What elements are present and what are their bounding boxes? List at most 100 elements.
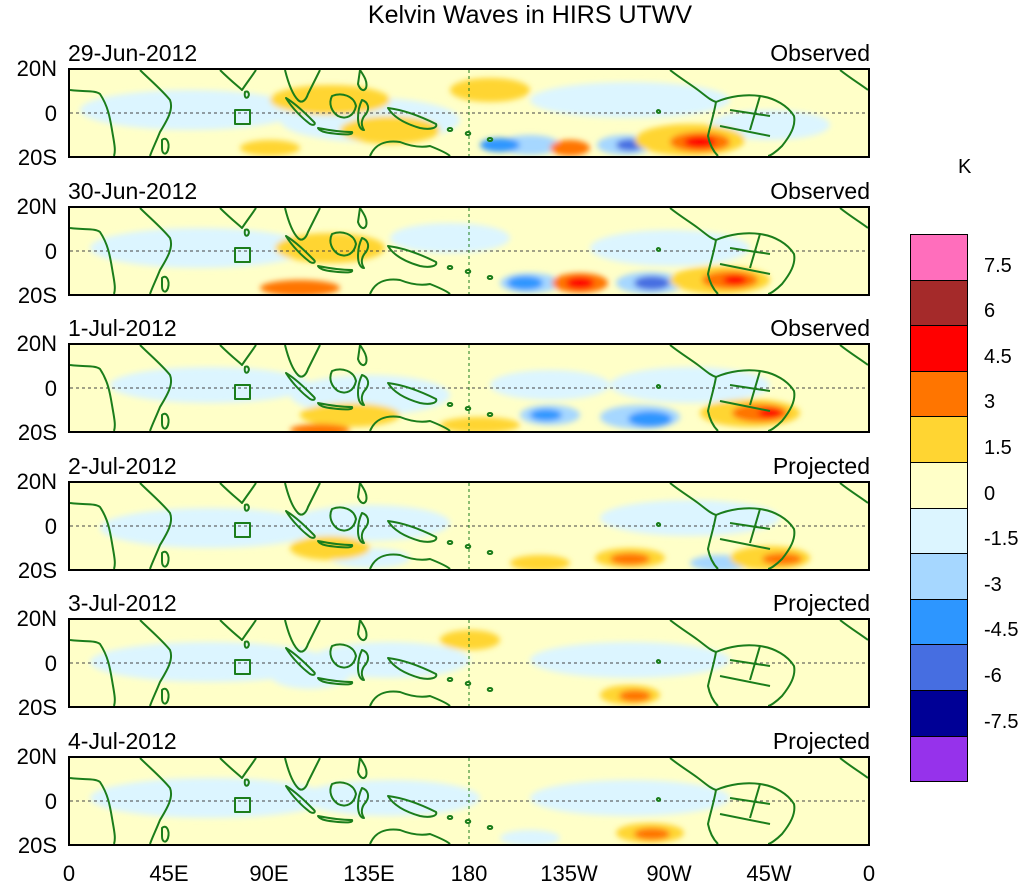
coastline — [715, 507, 796, 569]
coastline — [655, 384, 662, 390]
latitude-label: 0 — [44, 789, 57, 814]
coastline — [243, 90, 250, 99]
longitude-label: 135E — [343, 861, 395, 886]
coastline — [669, 70, 717, 103]
coastline — [387, 107, 438, 130]
coastline — [357, 758, 368, 780]
coastline — [715, 782, 796, 844]
coastline — [369, 278, 451, 294]
coastline — [719, 646, 771, 688]
coastline — [284, 482, 321, 516]
coastline — [70, 89, 116, 156]
coastline — [357, 236, 370, 269]
panel-status: Observed — [770, 177, 870, 204]
colorbar-label: -4.5 — [984, 619, 1019, 642]
coastline — [219, 207, 257, 229]
latitude-label: 20S — [17, 833, 57, 858]
coastline — [161, 137, 170, 155]
panel-date: 2-Jul-2012 — [68, 452, 177, 479]
coastline — [285, 372, 316, 401]
coastline — [707, 789, 719, 844]
coastline — [369, 415, 451, 432]
anomaly-contour — [530, 409, 562, 422]
coastline — [139, 620, 172, 707]
coastline — [839, 70, 868, 91]
coastline — [219, 620, 257, 642]
longitude-label: 45E — [149, 861, 189, 886]
anomaly-contour — [628, 411, 672, 428]
colorbar-swatch — [910, 644, 968, 691]
anomaly-contour — [480, 138, 520, 152]
latitude-label: 0 — [44, 651, 57, 677]
coastline — [329, 231, 357, 257]
anomaly-contour — [80, 90, 300, 130]
longitude-label: 90E — [249, 861, 289, 886]
coastline — [234, 384, 251, 401]
panel-status: Observed — [770, 315, 870, 342]
coastline — [139, 345, 172, 432]
coastline — [446, 677, 494, 693]
coastline — [357, 620, 368, 642]
coastline — [715, 369, 796, 432]
coastline — [719, 783, 771, 825]
coastline — [446, 539, 494, 555]
anomaly-contour — [300, 403, 400, 428]
coastline — [285, 97, 316, 126]
anomaly-contour — [90, 642, 330, 683]
anomaly-contour — [290, 535, 370, 560]
coastline — [219, 758, 257, 779]
anomaly-contour — [260, 279, 340, 294]
anomaly-contour — [530, 82, 730, 118]
anomaly-contour — [90, 227, 310, 268]
anomaly-contour — [450, 78, 530, 102]
panel-status: Projected — [772, 590, 870, 617]
coastline — [284, 207, 321, 241]
coastline — [243, 640, 250, 650]
coastline — [317, 402, 354, 411]
coastline — [387, 244, 438, 268]
panel-status: Projected — [772, 452, 870, 479]
panel-date: 4-Jul-2012 — [68, 728, 177, 754]
coastline — [285, 647, 316, 677]
coastline — [707, 377, 719, 432]
anomaly-contour — [530, 780, 730, 816]
panel-date: 29-Jun-2012 — [68, 40, 198, 66]
anomaly-contour — [610, 367, 770, 404]
colorbar-swatch — [910, 370, 968, 418]
anomaly-contour — [507, 275, 543, 290]
coastline — [669, 207, 717, 241]
longitude-label: 45W — [746, 861, 792, 886]
coastline — [317, 264, 354, 273]
coastline — [669, 345, 717, 379]
coastline — [284, 620, 321, 653]
coastline — [839, 345, 868, 366]
coastline — [219, 345, 257, 367]
anomaly-contour — [634, 828, 670, 840]
coastline — [161, 412, 170, 430]
coastline — [70, 639, 116, 707]
coastline — [219, 70, 257, 91]
coastline — [387, 657, 438, 681]
colorbar-label: -7.5 — [984, 710, 1019, 733]
coastline — [446, 402, 494, 418]
coastline — [655, 246, 662, 252]
latitude-label: 20N — [16, 744, 57, 769]
coastline — [715, 644, 796, 707]
coastline — [446, 815, 494, 830]
coastline — [317, 815, 354, 824]
anomaly-map-panel — [68, 480, 870, 571]
coastline — [70, 364, 116, 432]
coastline — [284, 70, 321, 103]
latitude-label: 20N — [16, 606, 57, 632]
anomaly-contour — [610, 552, 650, 565]
latitude-label: 20S — [17, 695, 57, 721]
coastline — [234, 797, 251, 813]
anomaly-map-panel — [68, 343, 870, 434]
colorbar-swatch — [910, 507, 968, 555]
coastline — [357, 99, 370, 131]
coastline — [655, 659, 662, 665]
coastline — [839, 207, 868, 229]
anomaly-contour — [100, 507, 320, 548]
coastline — [139, 70, 172, 156]
colorbar-label: 3 — [984, 391, 996, 414]
